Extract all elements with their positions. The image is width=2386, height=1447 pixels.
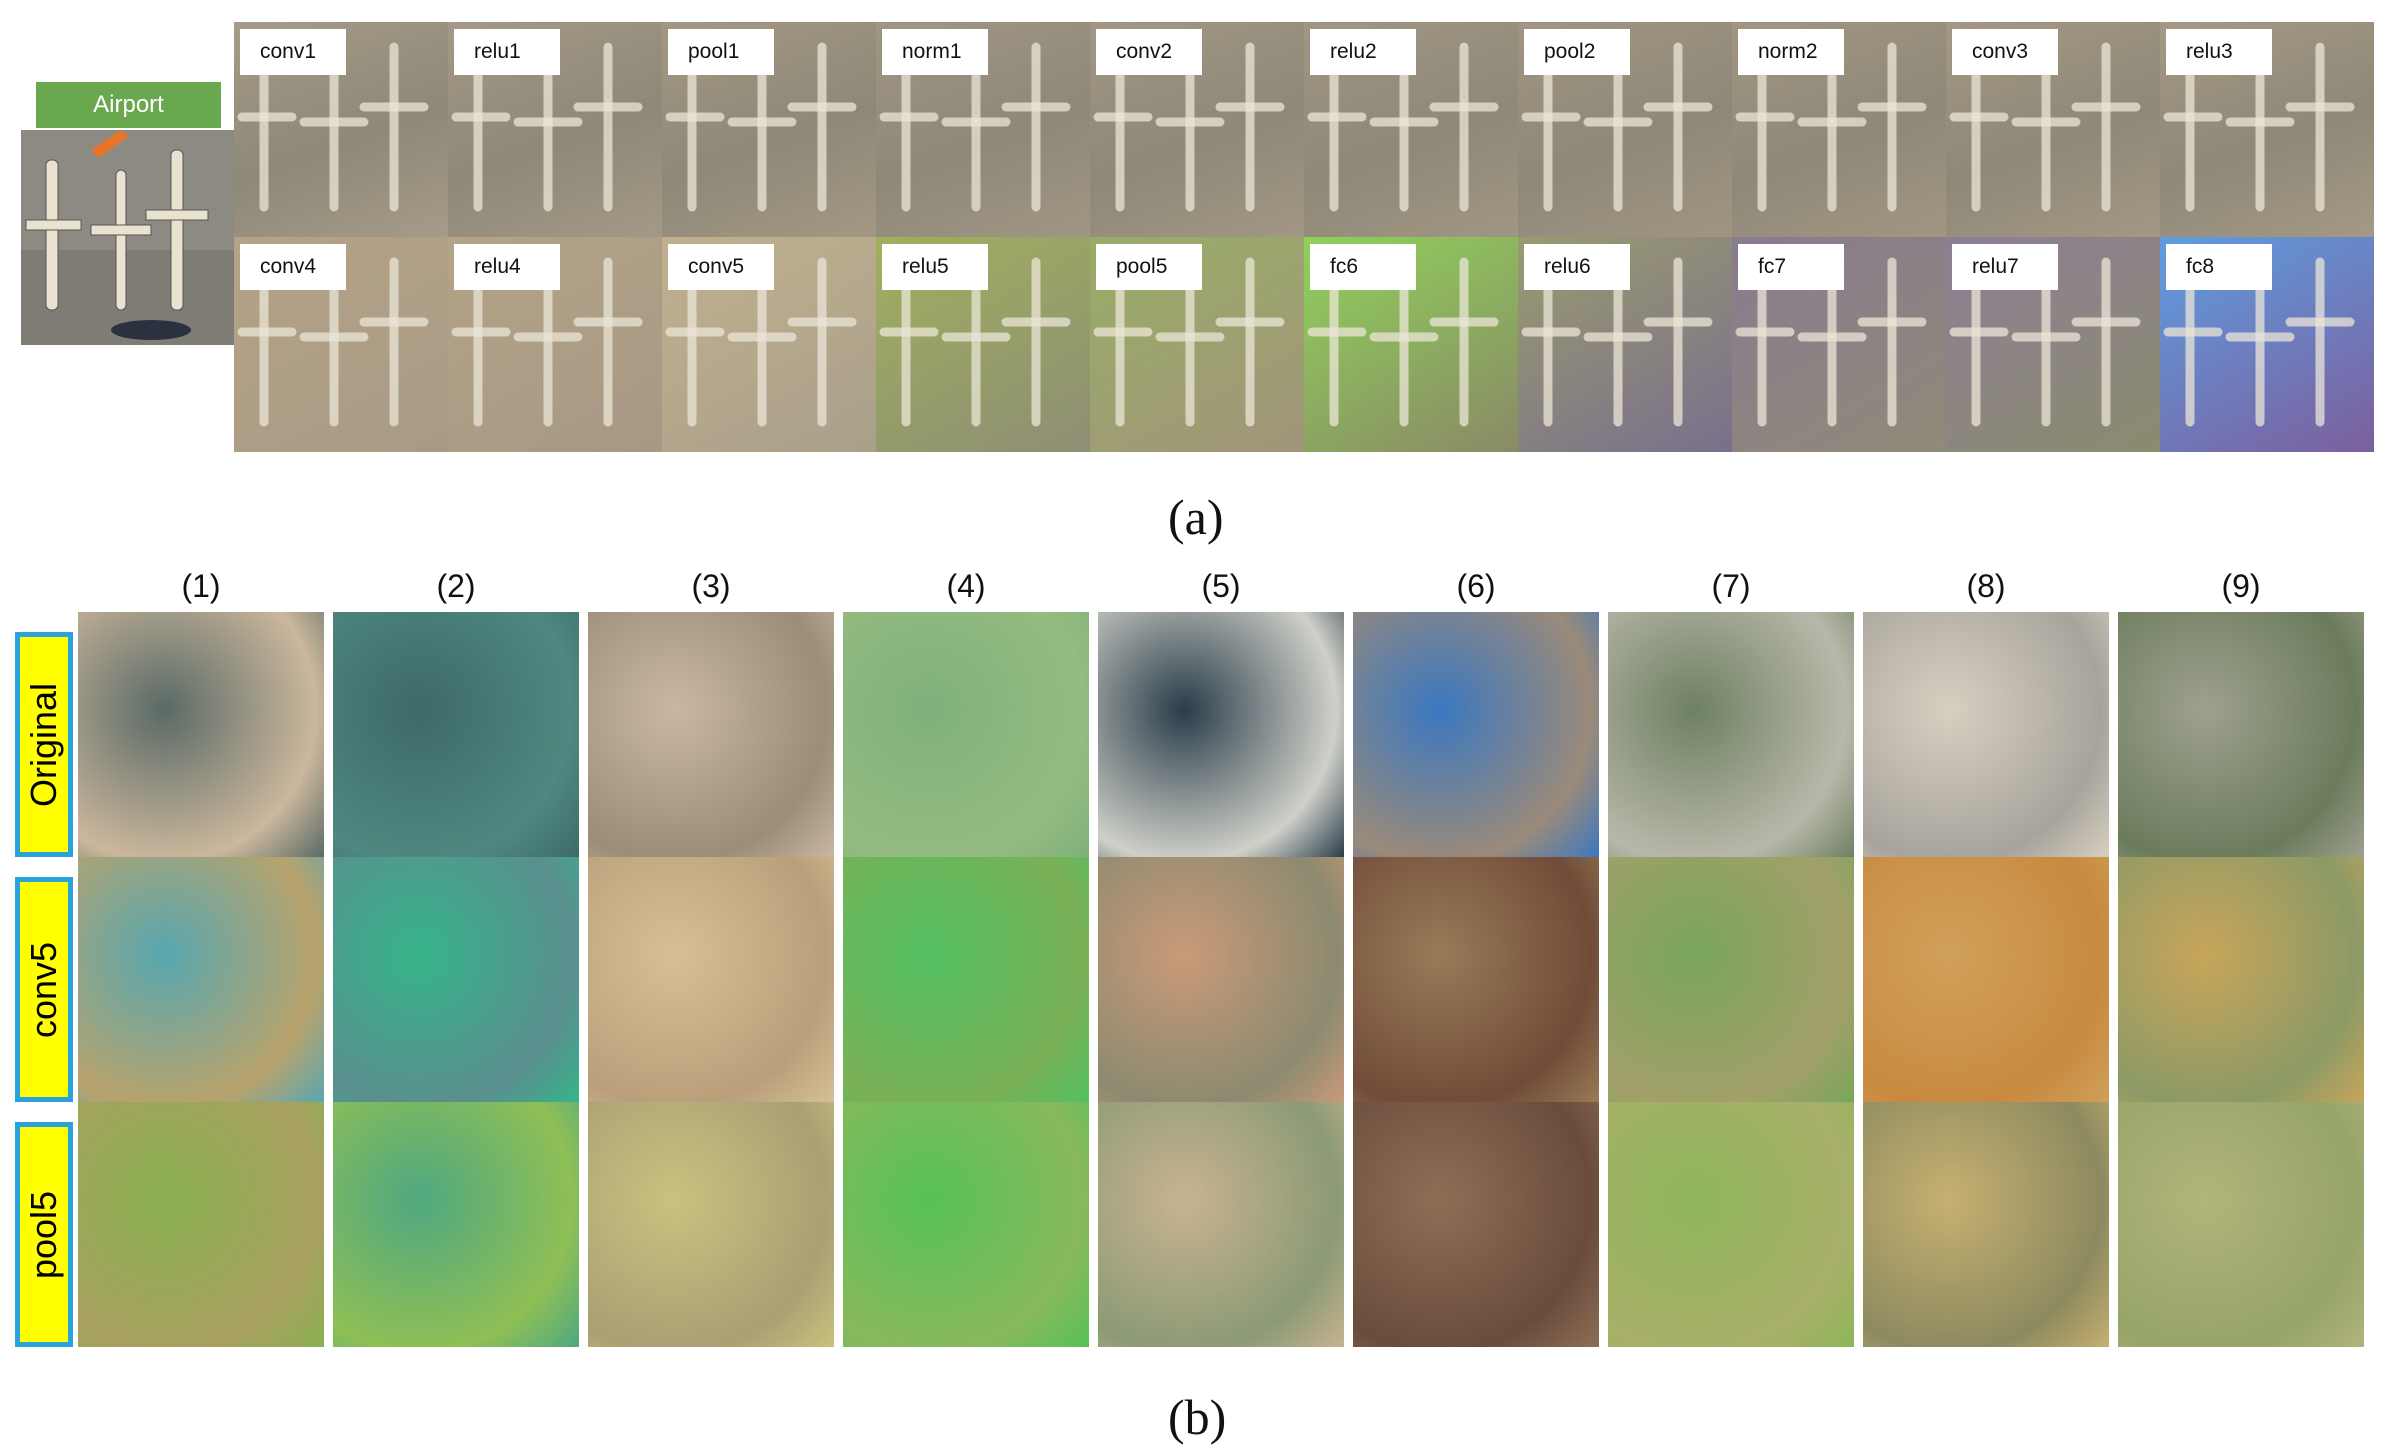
column-header: (8) xyxy=(1966,568,2006,604)
scene-tile-original xyxy=(588,612,834,857)
row-label-original: Original xyxy=(15,632,73,857)
scene-tile-original xyxy=(78,612,324,857)
scene-tile-conv5 xyxy=(588,857,834,1102)
scene-tile-original xyxy=(1353,612,1599,857)
scene-tile-pool5 xyxy=(1353,1102,1599,1347)
layer-label: norm1 xyxy=(882,29,988,75)
scene-tile-original xyxy=(2118,612,2364,857)
row-label-conv5: conv5 xyxy=(15,877,73,1102)
caption-b: (b) xyxy=(1168,1389,1227,1445)
scene-tile-conv5 xyxy=(1863,857,2109,1102)
column-header: (2) xyxy=(436,568,476,604)
layer-tile-relu6: relu6 xyxy=(1518,237,1732,452)
layer-label: conv4 xyxy=(240,244,346,290)
scene-tile-conv5 xyxy=(1608,857,1854,1102)
scene-tile-pool5 xyxy=(333,1102,579,1347)
scene-tile-pool5 xyxy=(588,1102,834,1347)
layer-tile-conv2: conv2 xyxy=(1090,22,1304,237)
layer-label: relu2 xyxy=(1310,29,1416,75)
scene-tile-original xyxy=(333,612,579,857)
layer-tile-pool2: pool2 xyxy=(1518,22,1732,237)
column-header: (3) xyxy=(691,568,731,604)
layer-label: conv3 xyxy=(1952,29,2058,75)
scene-reconstruction-grid xyxy=(78,612,2374,1347)
layer-label: relu1 xyxy=(454,29,560,75)
layer-tile-relu2: relu2 xyxy=(1304,22,1518,237)
layer-tile-fc8: fc8 xyxy=(2160,237,2374,452)
layer-label: pool1 xyxy=(668,29,774,75)
layer-tile-fc7: fc7 xyxy=(1732,237,1946,452)
layer-tile-relu1: relu1 xyxy=(448,22,662,237)
layer-label: fc7 xyxy=(1738,244,1844,290)
scene-tile-conv5 xyxy=(333,857,579,1102)
layer-label: relu7 xyxy=(1952,244,2058,290)
layer-label: conv1 xyxy=(240,29,346,75)
row-label-pool5: pool5 xyxy=(15,1122,73,1347)
caption-a: (a) xyxy=(1168,489,1224,545)
layer-tile-relu5: relu5 xyxy=(876,237,1090,452)
scene-tile-conv5 xyxy=(2118,857,2364,1102)
layer-label: relu4 xyxy=(454,244,560,290)
column-header: (4) xyxy=(946,568,986,604)
layer-label: conv5 xyxy=(668,244,774,290)
layer-label: conv2 xyxy=(1096,29,1202,75)
scene-tile-conv5 xyxy=(843,857,1089,1102)
layer-label: relu6 xyxy=(1524,244,1630,290)
scene-tile-original xyxy=(1863,612,2109,857)
layer-label: pool2 xyxy=(1524,29,1630,75)
layer-tile-conv4: conv4 xyxy=(234,237,448,452)
layer-label: fc6 xyxy=(1310,244,1416,290)
column-header: (1) xyxy=(181,568,221,604)
scene-tile-pool5 xyxy=(843,1102,1089,1347)
column-header: (5) xyxy=(1201,568,1241,604)
layer-label: relu5 xyxy=(882,244,988,290)
layer-reconstruction-grid: conv1 relu1 pool1 norm1 conv2 relu2 pool2 norm2… xyxy=(234,22,2374,452)
layer-tile-conv3: conv3 xyxy=(1946,22,2160,237)
layer-tile-norm1: norm1 xyxy=(876,22,1090,237)
layer-label: fc8 xyxy=(2166,244,2272,290)
layer-tile-pool1: pool1 xyxy=(662,22,876,237)
scene-tile-pool5 xyxy=(1098,1102,1344,1347)
layer-tile-pool5: pool5 xyxy=(1090,237,1304,452)
scene-tile-conv5 xyxy=(78,857,324,1102)
scene-tile-original xyxy=(843,612,1089,857)
layer-tile-relu3: relu3 xyxy=(2160,22,2374,237)
scene-tile-pool5 xyxy=(1863,1102,2109,1347)
layer-tile-conv1: conv1 xyxy=(234,22,448,237)
layer-tile-norm2: norm2 xyxy=(1732,22,1946,237)
layer-tile-relu4: relu4 xyxy=(448,237,662,452)
scene-tile-original xyxy=(1098,612,1344,857)
scene-tile-original xyxy=(1608,612,1854,857)
layer-label: relu3 xyxy=(2166,29,2272,75)
column-header: (9) xyxy=(2221,568,2261,604)
layer-label: norm2 xyxy=(1738,29,1844,75)
layer-label: pool5 xyxy=(1096,244,1202,290)
scene-tile-conv5 xyxy=(1353,857,1599,1102)
scene-tile-pool5 xyxy=(1608,1102,1854,1347)
scene-tile-pool5 xyxy=(78,1102,324,1347)
scene-tile-conv5 xyxy=(1098,857,1344,1102)
layer-tile-fc6: fc6 xyxy=(1304,237,1518,452)
scene-tile-pool5 xyxy=(2118,1102,2364,1347)
column-header: (7) xyxy=(1711,568,1751,604)
input-class-label: Airport xyxy=(36,82,221,128)
column-header: (6) xyxy=(1456,568,1496,604)
layer-tile-relu7: relu7 xyxy=(1946,237,2160,452)
layer-tile-conv5: conv5 xyxy=(662,237,876,452)
input-airport-image xyxy=(21,130,235,345)
